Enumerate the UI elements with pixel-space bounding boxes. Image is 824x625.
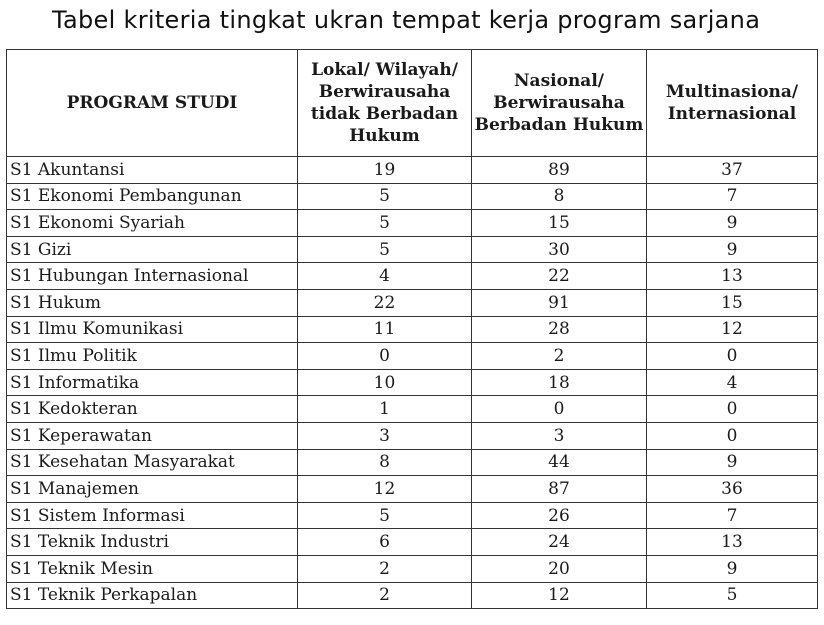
header-lokal: Lokal/ Wilayah/ Berwirausaha tidak Berba… [297,49,472,157]
lokal-value-cell: 6 [297,528,472,556]
program-name-cell: S1 Manajemen [6,475,298,503]
lokal-value-cell: 2 [297,554,472,583]
lokal-value-cell: 5 [297,501,472,530]
nasional-value-cell: 87 [471,475,647,503]
table-header-row: PROGRAM STUDI Lokal/ Wilayah/ Berwirausa… [6,49,818,157]
program-name-cell: S1 Ilmu Komunikasi [6,315,298,344]
lokal-value-cell: 5 [297,182,472,211]
program-name-cell: S1 Gizi [6,235,298,264]
multinasional-value-cell: 13 [646,528,818,556]
program-name-cell: S1 Ekonomi Syariah [6,209,298,237]
table-row: S1 Teknik Industri 6 24 13 [6,528,818,556]
program-name-cell: S1 Ilmu Politik [6,342,298,370]
multinasional-value-cell: 0 [646,395,818,423]
nasional-value-cell: 15 [471,209,647,237]
lokal-value-cell: 2 [297,581,472,610]
nasional-value-cell: 89 [471,156,647,184]
table-row: S1 Akuntansi 19 89 37 [6,156,818,184]
table-row: S1 Hukum 22 91 15 [6,288,818,317]
nasional-value-cell: 0 [471,395,647,423]
lokal-value-cell: 19 [297,156,472,184]
page-title: Tabel kriteria tingkat ukran tempat kerj… [52,6,761,34]
program-name-cell: S1 Keperawatan [6,421,298,450]
lokal-value-cell: 3 [297,421,472,450]
nasional-value-cell: 91 [471,288,647,317]
criteria-table: PROGRAM STUDI Lokal/ Wilayah/ Berwirausa… [6,49,818,610]
table-row: S1 Ilmu Komunikasi 11 28 12 [6,315,818,344]
multinasional-value-cell: 12 [646,315,818,344]
lokal-value-cell: 22 [297,288,472,317]
table-row: S1 Ekonomi Pembangunan 5 8 7 [6,182,818,211]
nasional-value-cell: 3 [471,421,647,450]
table-row: S1 Hubungan Internasional 4 22 13 [6,262,818,290]
nasional-value-cell: 24 [471,528,647,556]
lokal-value-cell: 5 [297,209,472,237]
multinasional-value-cell: 9 [646,209,818,237]
program-name-cell: S1 Hukum [6,288,298,317]
table-row: S1 Ilmu Politik 0 2 0 [6,342,818,370]
lokal-value-cell: 10 [297,368,472,397]
table-row: S1 Teknik Mesin 2 20 9 [6,554,818,583]
program-name-cell: S1 Akuntansi [6,156,298,184]
table-row: S1 Manajemen 12 87 36 [6,475,818,503]
multinasional-value-cell: 7 [646,182,818,211]
nasional-value-cell: 8 [471,182,647,211]
program-name-cell: S1 Teknik Perkapalan [6,581,298,610]
program-name-cell: S1 Kedokteran [6,395,298,423]
program-name-cell: S1 Informatika [6,368,298,397]
header-program-studi: PROGRAM STUDI [6,49,298,157]
multinasional-value-cell: 4 [646,368,818,397]
table-row: S1 Gizi 5 30 9 [6,235,818,264]
table-body: S1 Akuntansi 19 89 37 S1 Ekonomi Pembangunan… [6,156,818,610]
lokal-value-cell: 0 [297,342,472,370]
multinasional-value-cell: 9 [646,448,818,477]
multinasional-value-cell: 15 [646,288,818,317]
table-row: S1 Kesehatan Masyarakat 8 44 9 [6,448,818,477]
table-row: S1 Ekonomi Syariah 5 15 9 [6,209,818,237]
lokal-value-cell: 8 [297,448,472,477]
table-row: S1 Informatika 10 18 4 [6,368,818,397]
nasional-value-cell: 28 [471,315,647,344]
table-row: S1 Keperawatan 3 3 0 [6,421,818,450]
lokal-value-cell: 4 [297,262,472,290]
nasional-value-cell: 26 [471,501,647,530]
nasional-value-cell: 18 [471,368,647,397]
table-row: S1 Kedokteran 1 0 0 [6,395,818,423]
multinasional-value-cell: 37 [646,156,818,184]
program-name-cell: S1 Sistem Informasi [6,501,298,530]
multinasional-value-cell: 9 [646,554,818,583]
multinasional-value-cell: 5 [646,581,818,610]
lokal-value-cell: 11 [297,315,472,344]
nasional-value-cell: 22 [471,262,647,290]
nasional-value-cell: 30 [471,235,647,264]
lokal-value-cell: 5 [297,235,472,264]
multinasional-value-cell: 0 [646,342,818,370]
table-row: S1 Teknik Perkapalan 2 12 5 [6,581,818,610]
nasional-value-cell: 2 [471,342,647,370]
program-name-cell: S1 Teknik Industri [6,528,298,556]
program-name-cell: S1 Hubungan Internasional [6,262,298,290]
multinasional-value-cell: 36 [646,475,818,503]
multinasional-value-cell: 0 [646,421,818,450]
lokal-value-cell: 12 [297,475,472,503]
program-name-cell: S1 Kesehatan Masyarakat [6,448,298,477]
nasional-value-cell: 44 [471,448,647,477]
nasional-value-cell: 20 [471,554,647,583]
nasional-value-cell: 12 [471,581,647,610]
multinasional-value-cell: 7 [646,501,818,530]
multinasional-value-cell: 13 [646,262,818,290]
program-name-cell: S1 Teknik Mesin [6,554,298,583]
header-multinasional: Multinasiona/ Internasional [646,49,818,157]
header-nasional: Nasional/ Berwirausaha Berbadan Hukum [471,49,647,157]
table-row: S1 Sistem Informasi 5 26 7 [6,501,818,530]
program-name-cell: S1 Ekonomi Pembangunan [6,182,298,211]
multinasional-value-cell: 9 [646,235,818,264]
lokal-value-cell: 1 [297,395,472,423]
